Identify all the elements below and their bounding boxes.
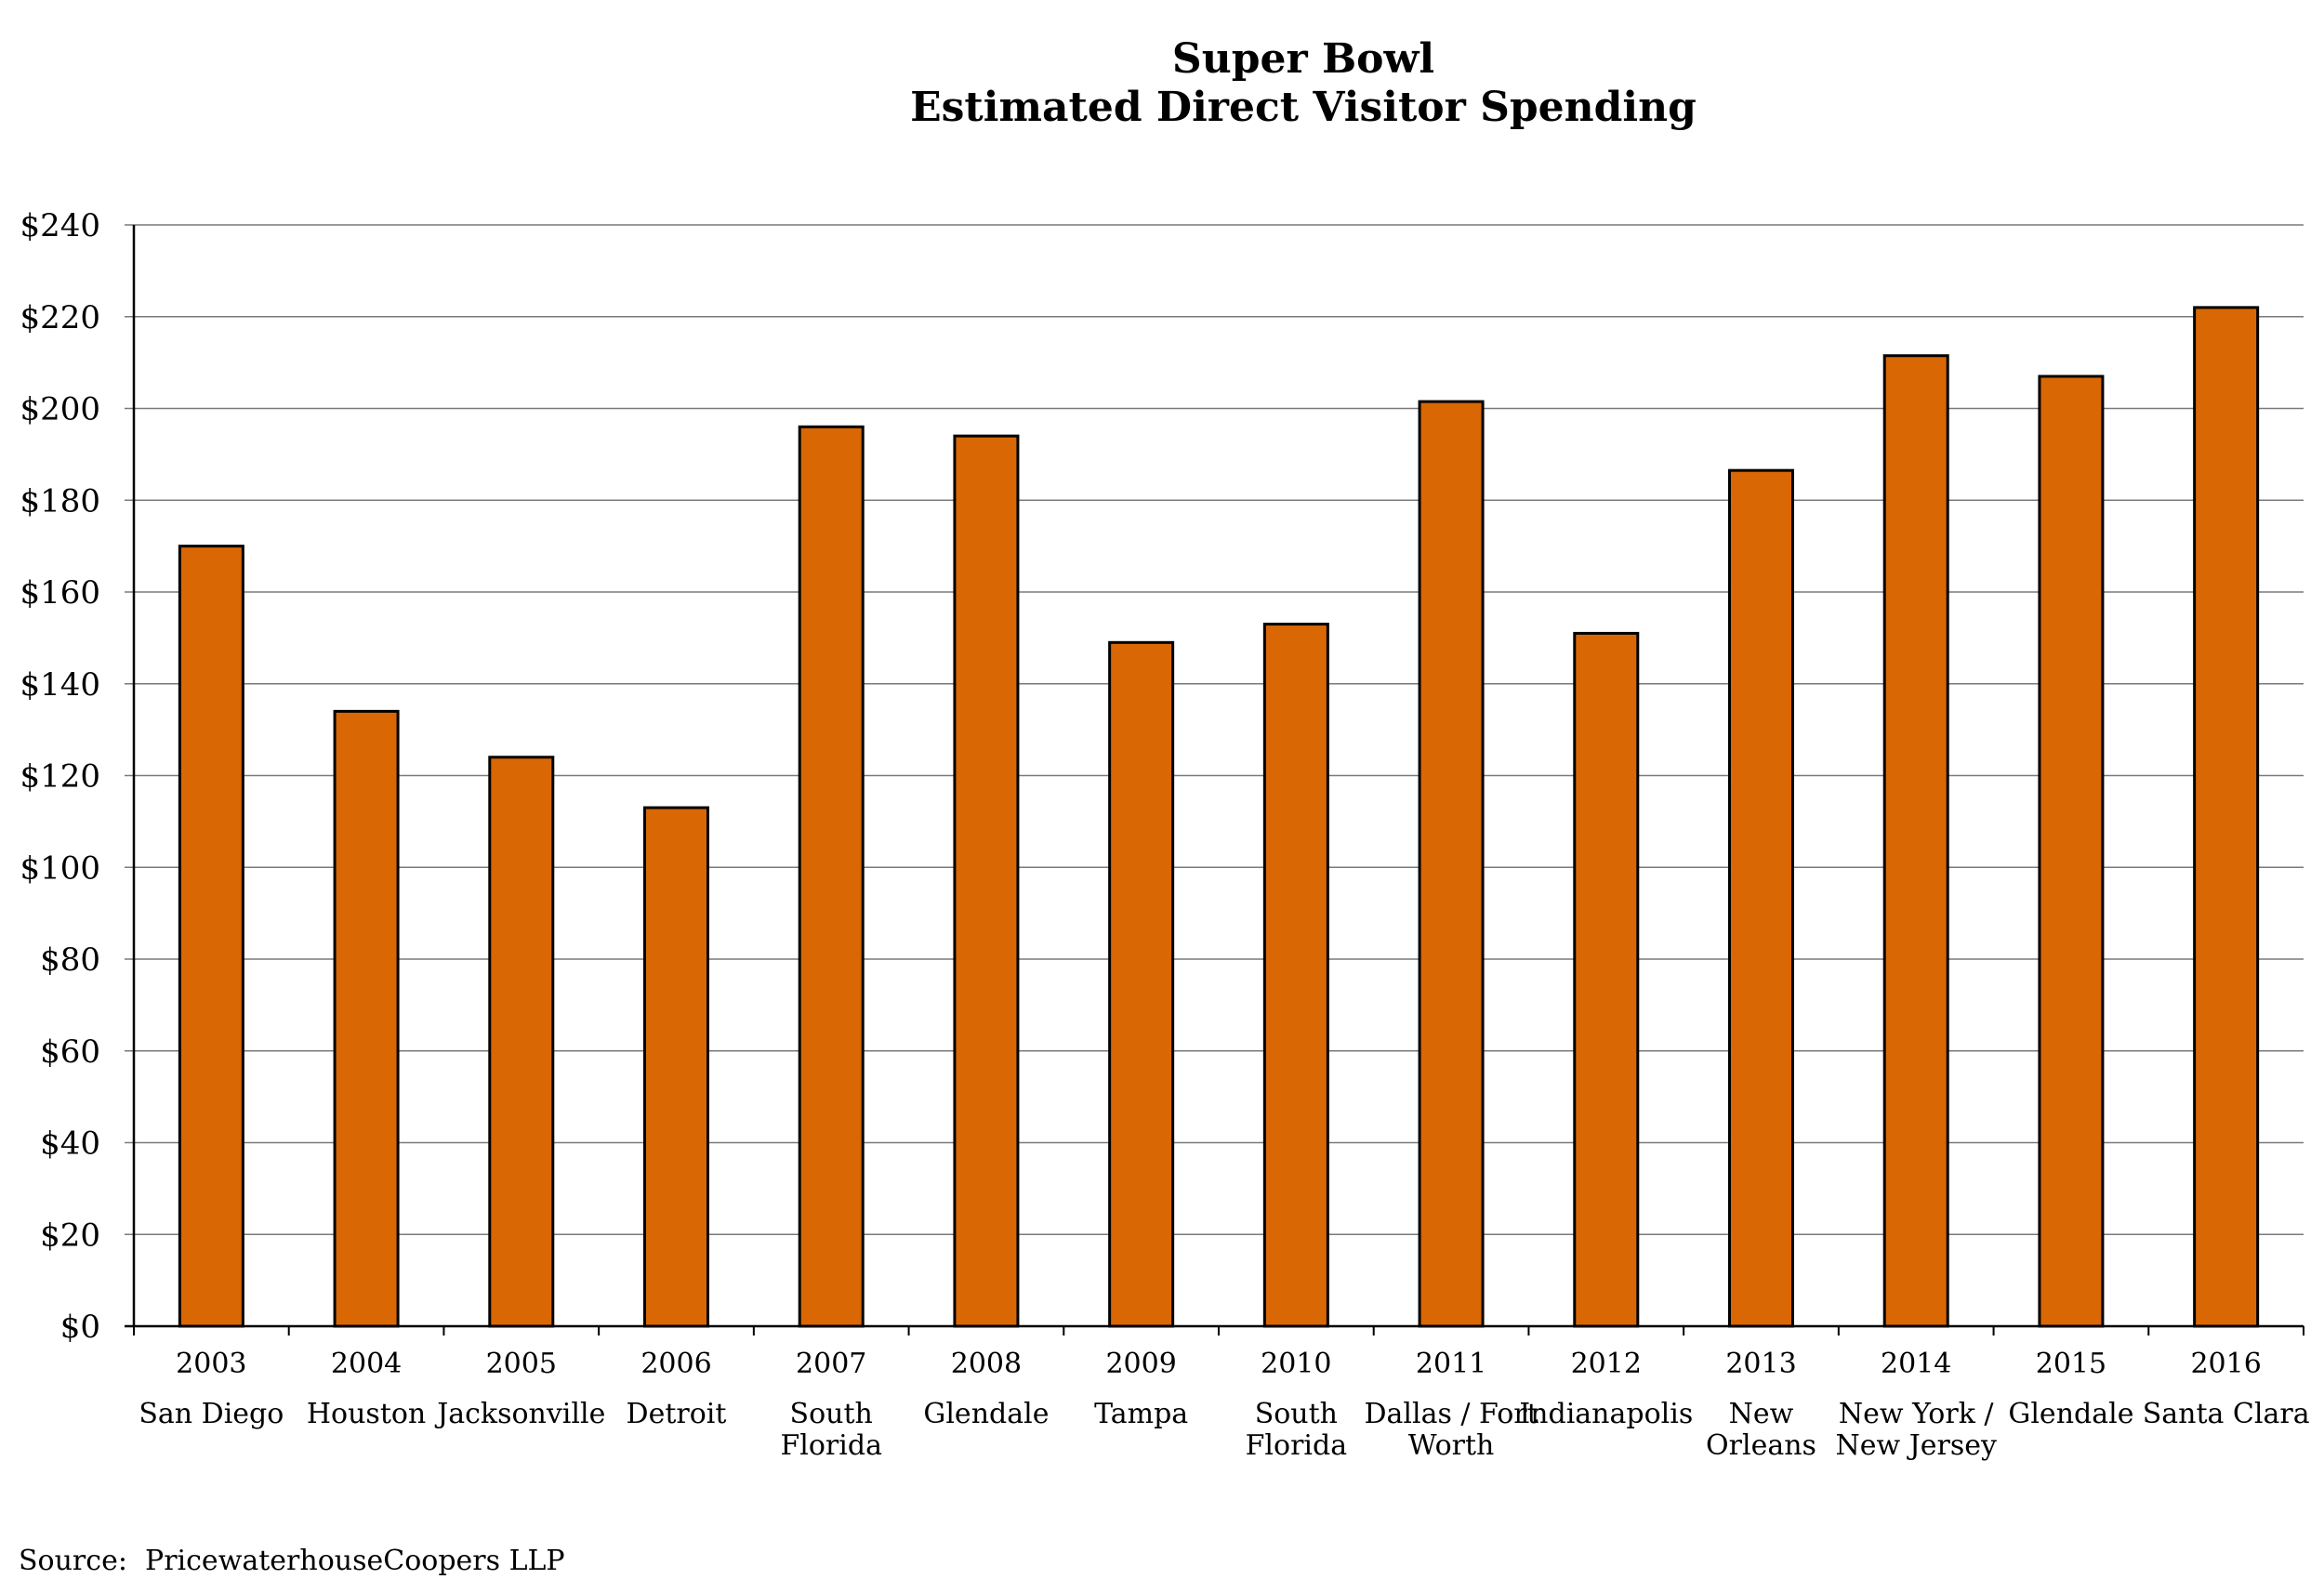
- bar: [1882, 354, 1949, 1328]
- y-tick-label: $240: [20, 207, 100, 244]
- x-tick-city: Tampa: [1094, 1398, 1188, 1430]
- bar: [488, 756, 555, 1328]
- y-tick-label: $0: [60, 1309, 100, 1346]
- x-tick-year: 2010: [1261, 1348, 1331, 1380]
- bars: [178, 306, 2260, 1328]
- x-tick-year: 2004: [331, 1348, 402, 1380]
- bar: [333, 709, 400, 1328]
- x-tick-city: South: [1255, 1398, 1338, 1430]
- y-tick-label: $120: [20, 758, 100, 796]
- x-tick-year: 2007: [796, 1348, 866, 1380]
- bar: [643, 806, 709, 1328]
- bar: [2038, 375, 2105, 1328]
- bar: [1418, 400, 1485, 1328]
- x-tick-city: New: [1729, 1398, 1794, 1430]
- x-tick-city: Glendale: [923, 1398, 1049, 1430]
- x-tick-year: 2011: [1416, 1348, 1486, 1380]
- x-tick-city: Orleans: [1706, 1429, 1816, 1462]
- x-tick-year: 2006: [640, 1348, 711, 1380]
- y-tick-label: $160: [20, 574, 100, 612]
- y-tick-label: $180: [20, 482, 100, 520]
- x-tick-year: 2009: [1105, 1348, 1176, 1380]
- x-tick-year: 2008: [951, 1348, 1022, 1380]
- bar: [1262, 623, 1329, 1328]
- y-tick-label: $80: [40, 941, 100, 979]
- chart-title-line: Super Bowl: [1172, 35, 1434, 83]
- x-tick-city: Jacksonville: [434, 1398, 605, 1430]
- x-tick-year: 2016: [2190, 1348, 2261, 1380]
- x-tick-city: Dallas / Fort: [1364, 1398, 1538, 1430]
- x-tick-city: San Diego: [139, 1398, 284, 1430]
- x-tick-year: 2003: [176, 1348, 246, 1380]
- bar: [1573, 631, 1640, 1328]
- x-tick-city: Worth: [1408, 1429, 1495, 1462]
- x-tick-year: 2013: [1725, 1348, 1796, 1380]
- x-tick-city: Houston: [307, 1398, 426, 1430]
- gridlines: [125, 224, 2304, 1328]
- bar: [178, 545, 244, 1328]
- y-tick-label: $220: [20, 299, 100, 336]
- x-tick-city: Glendale: [2008, 1398, 2133, 1430]
- bar: [2193, 306, 2260, 1328]
- y-tick-label: $60: [40, 1033, 100, 1071]
- bar: [798, 425, 865, 1328]
- x-tick-city: New Jersey: [1835, 1429, 1996, 1462]
- x-tick-city: New York /: [1839, 1398, 1995, 1430]
- source-note: Source: PricewaterhouseCoopers LLP: [19, 1545, 565, 1577]
- x-tick-city: South: [790, 1398, 873, 1430]
- y-tick-label: $200: [20, 391, 100, 428]
- y-tick-label: $100: [20, 849, 100, 887]
- x-tick-year: 2014: [1881, 1348, 1951, 1380]
- x-tick-city: Detroit: [627, 1398, 727, 1430]
- chart-title-line: Estimated Direct Visitor Spending: [910, 84, 1697, 131]
- x-tick-year: 2015: [2036, 1348, 2106, 1380]
- bar: [953, 434, 1020, 1328]
- x-tick-city: Santa Clara: [2143, 1398, 2310, 1430]
- x-tick-city: Indianapolis: [1519, 1398, 1693, 1430]
- axes: [132, 225, 2304, 1336]
- x-tick-year: 2005: [486, 1348, 557, 1380]
- y-tick-label: $40: [40, 1125, 100, 1163]
- x-tick-year: 2012: [1571, 1348, 1642, 1380]
- y-tick-label: $20: [40, 1217, 100, 1254]
- y-axis-tick-labels: $0 $20 $40 $60 $80 $100 $120 $140 $160 $180 $200 $2…: [20, 207, 100, 1346]
- bar: [1728, 468, 1794, 1328]
- x-tick-city: Florida: [1246, 1429, 1348, 1462]
- y-tick-label: $140: [20, 666, 100, 704]
- bar: [1108, 640, 1175, 1328]
- x-tick-city: Florida: [780, 1429, 882, 1462]
- x-axis-tick-labels: 2003 San Diego 2004 Houston 2005 Jacksonville…: [139, 1348, 2309, 1462]
